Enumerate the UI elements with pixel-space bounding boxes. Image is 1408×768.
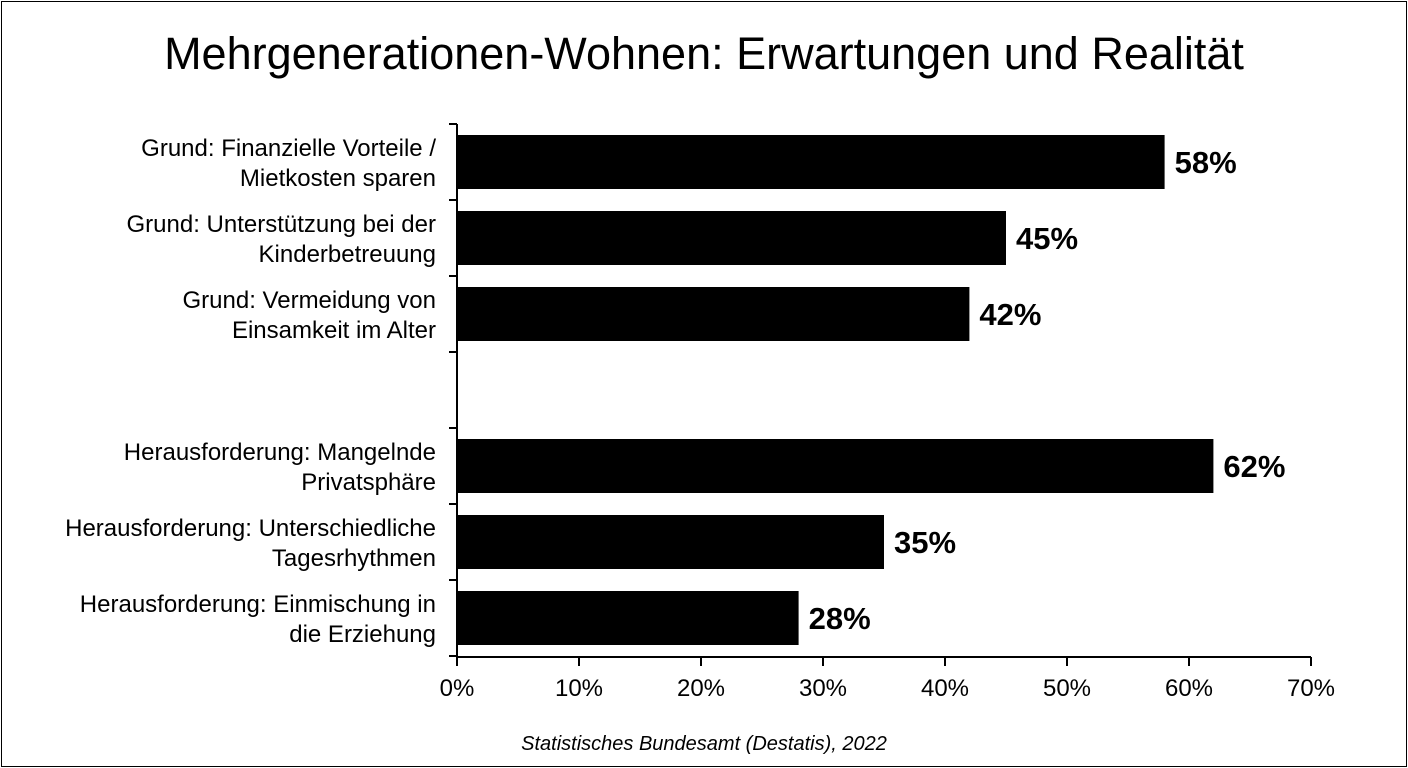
category-label-line: die Erziehung: [289, 621, 436, 648]
value-label: 62%: [1223, 449, 1285, 484]
value-label: 58%: [1175, 145, 1237, 180]
bar: [457, 591, 799, 645]
category-label: Grund: Unterstützung bei der Kinderbetreu…: [126, 211, 436, 268]
x-tick-label: 20%: [677, 675, 725, 702]
x-tick-label: 0%: [440, 675, 475, 702]
category-label-line: Herausforderung: Mangelnde: [124, 439, 436, 466]
value-label: 45%: [1016, 221, 1078, 256]
value-label: 42%: [979, 297, 1041, 332]
bar: [457, 211, 1006, 265]
category-label-line: Herausforderung: Unterschiedliche: [65, 515, 436, 542]
bar: [457, 287, 970, 341]
category-label-line: Kinderbetreuung: [259, 241, 436, 268]
chart-source: Statistisches Bundesamt (Destatis), 2022: [521, 733, 887, 755]
bar: [457, 135, 1165, 189]
x-tick-label: 30%: [799, 675, 847, 702]
category-label-line: Mietkosten sparen: [240, 165, 436, 192]
category-label-line: Grund: Finanzielle Vorteile /: [141, 135, 436, 162]
category-label: Grund: Finanzielle Vorteile / Mietkosten …: [141, 135, 436, 192]
value-label: 28%: [809, 601, 871, 636]
bar: [457, 515, 884, 569]
category-label-line: Privatsphäre: [301, 469, 436, 496]
chart-title: Mehrgenerationen-Wohnen: Erwartungen und…: [164, 28, 1244, 79]
category-label-line: Tagesrhythmen: [272, 545, 436, 572]
category-label: Herausforderung: Mangelnde Privatsphäre: [124, 439, 436, 496]
category-label: Herausforderung: Einmischung in die Erzie…: [80, 591, 436, 648]
category-label-line: Einsamkeit im Alter: [232, 317, 436, 344]
category-label-line: Herausforderung: Einmischung in: [80, 591, 436, 618]
x-tick-label: 50%: [1043, 675, 1091, 702]
category-label-line: Grund: Vermeidung von: [183, 287, 437, 314]
category-label: Herausforderung: Unterschiedliche Tagesrh…: [65, 515, 436, 572]
x-tick-label: 60%: [1165, 675, 1213, 702]
category-label-line: Grund: Unterstützung bei der: [126, 211, 436, 238]
x-tick-label: 70%: [1287, 675, 1335, 702]
x-tick-label: 10%: [555, 675, 603, 702]
category-label: Grund: Vermeidung von Einsamkeit im Alter: [183, 287, 437, 344]
x-tick-label: 40%: [921, 675, 969, 702]
value-label: 35%: [894, 525, 956, 560]
bar: [457, 439, 1214, 493]
